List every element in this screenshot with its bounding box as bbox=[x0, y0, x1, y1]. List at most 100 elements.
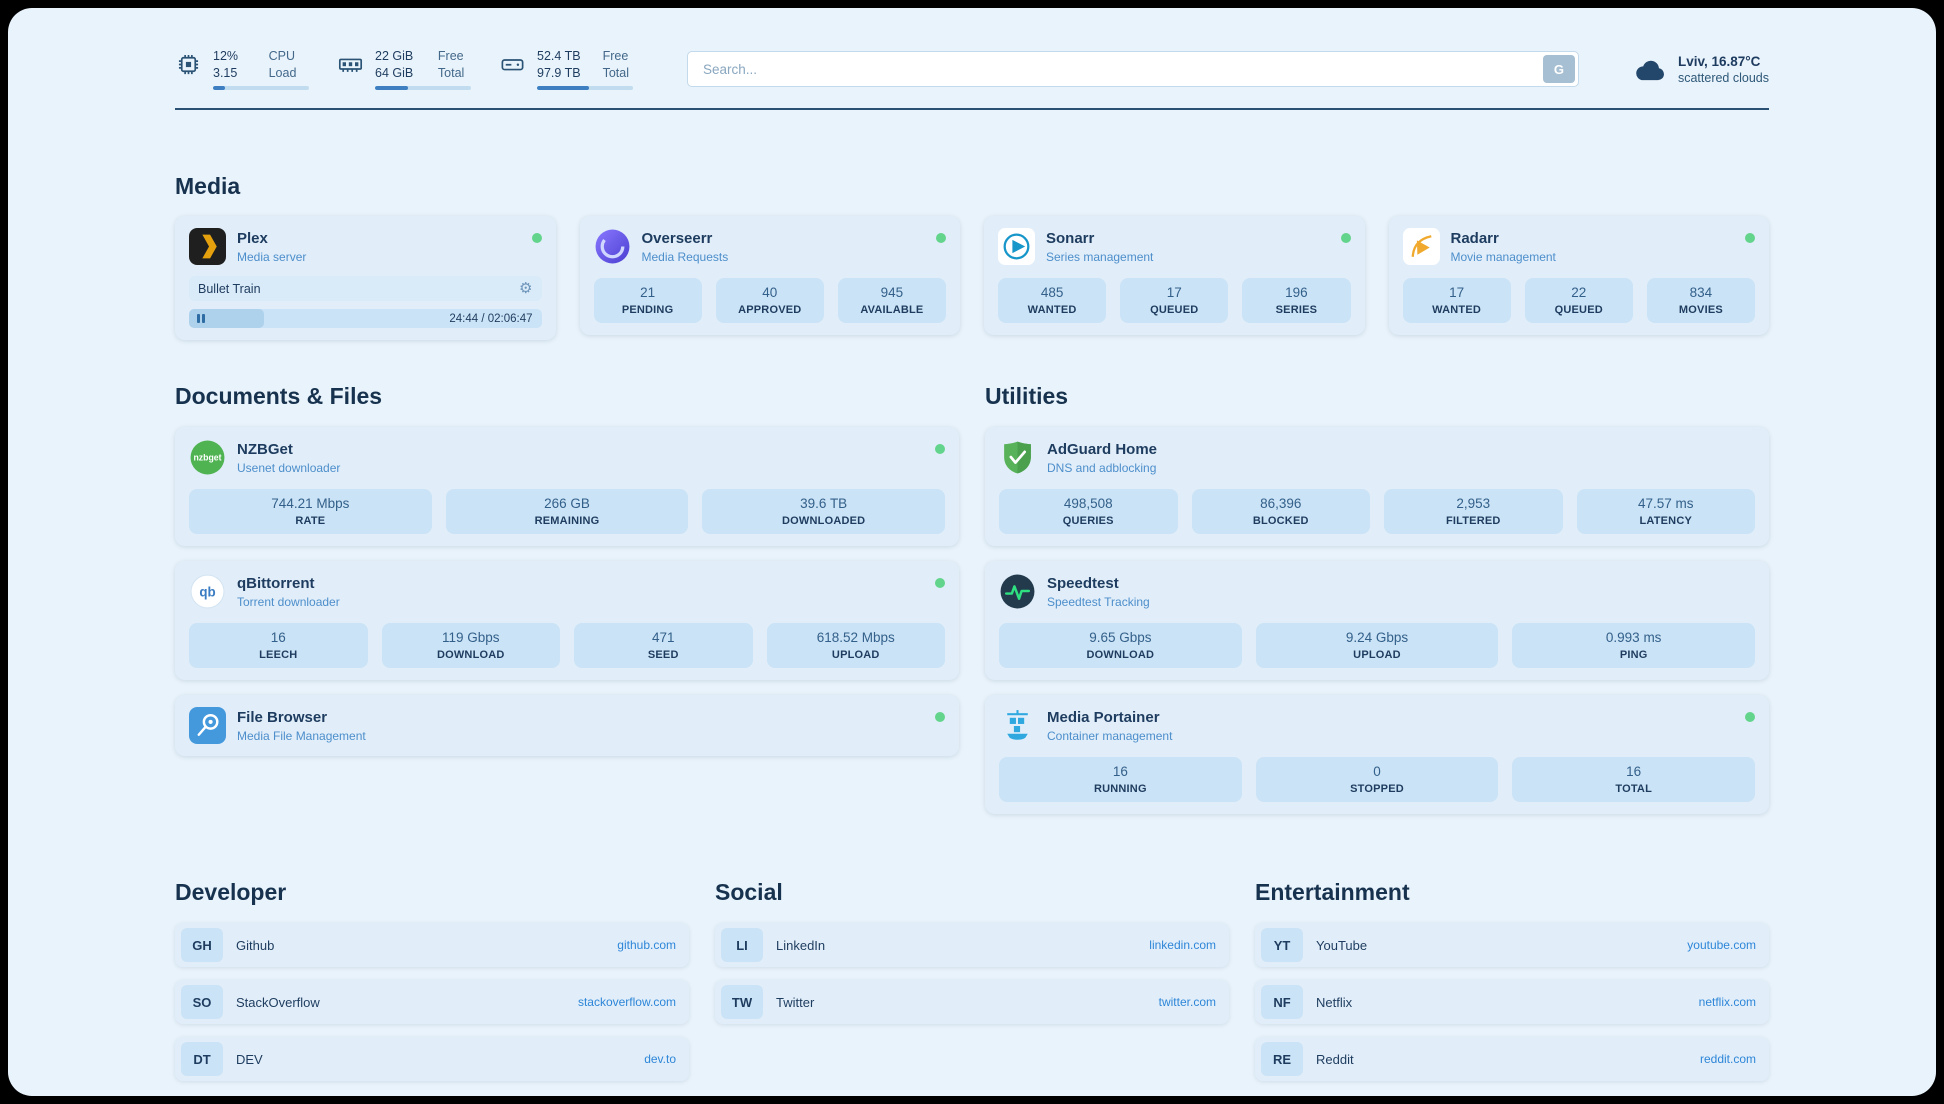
bookmark-row-reddit[interactable]: RE Reddit reddit.com bbox=[1255, 1037, 1769, 1081]
stat-label: WANTED bbox=[1432, 304, 1482, 316]
stat-value: 16 bbox=[1626, 764, 1642, 779]
nzbget-icon: nzbget bbox=[189, 439, 226, 476]
stat-value: 196 bbox=[1285, 285, 1308, 300]
stat-label: WANTED bbox=[1027, 304, 1077, 316]
bookmark-url[interactable]: netflix.com bbox=[1698, 995, 1756, 1009]
stat-box: 17 QUEUED bbox=[1120, 278, 1229, 323]
bookmark-url[interactable]: dev.to bbox=[644, 1052, 676, 1066]
seek-bar[interactable]: 24:44 / 02:06:47 bbox=[189, 309, 542, 328]
status-dot bbox=[935, 444, 945, 454]
app-desc: Usenet downloader bbox=[237, 460, 341, 475]
stat-box: 834 MOVIES bbox=[1646, 278, 1756, 323]
bookmark-row-linkedin[interactable]: LI LinkedIn linkedin.com bbox=[715, 923, 1229, 967]
bookmark-row-twitter[interactable]: TW Twitter twitter.com bbox=[715, 980, 1229, 1024]
bookmark-abbr: TW bbox=[721, 985, 763, 1019]
app-card-speedtest[interactable]: Speedtest Speedtest Tracking 9.65 Gbps D… bbox=[985, 561, 1769, 680]
app-card-radarr[interactable]: Radarr Movie management 17 WANTED 22 QUE… bbox=[1388, 216, 1769, 335]
ram-progress-bar bbox=[375, 86, 471, 90]
stat-label: DOWNLOADED bbox=[782, 515, 866, 527]
stat-box: 196 SERIES bbox=[1242, 278, 1351, 323]
stat-label: TOTAL bbox=[1615, 783, 1652, 795]
svg-text:qb: qb bbox=[199, 585, 215, 600]
bookmark-url[interactable]: twitter.com bbox=[1158, 995, 1216, 1009]
weather-condition: scattered clouds bbox=[1677, 70, 1769, 85]
app-card-adguard[interactable]: AdGuard Home DNS and adblocking 498,508 … bbox=[985, 427, 1769, 546]
stat-box: 266 GB REMAINING bbox=[445, 489, 689, 534]
stat-value: 47.57 ms bbox=[1637, 496, 1694, 511]
adguard-icon bbox=[999, 439, 1036, 476]
status-dot bbox=[1745, 712, 1755, 722]
cpu-icon bbox=[175, 51, 202, 78]
app-desc: Container management bbox=[1047, 728, 1173, 743]
stat-value: 471 bbox=[651, 630, 675, 645]
app-name: NZBGet bbox=[237, 440, 293, 458]
radarr-icon bbox=[1402, 228, 1440, 265]
stat-box: 2,953 FILTERED bbox=[1384, 489, 1563, 534]
stat-value: 16 bbox=[270, 630, 286, 645]
topbar-divider bbox=[175, 108, 1769, 110]
app-card-sonarr[interactable]: Sonarr Series management 485 WANTED 17 Q… bbox=[984, 216, 1365, 335]
stat-label: LATENCY bbox=[1639, 515, 1693, 527]
disk-label-bottom: Total bbox=[602, 66, 629, 80]
stat-label: QUEUED bbox=[1150, 304, 1199, 316]
bookmark-url[interactable]: reddit.com bbox=[1699, 1052, 1756, 1066]
bookmark-url[interactable]: linkedin.com bbox=[1149, 938, 1216, 952]
app-name: Sonarr bbox=[1046, 229, 1095, 247]
sonarr-icon bbox=[998, 228, 1035, 265]
disk-total-value: 97.9 TB bbox=[537, 66, 581, 80]
bookmark-row-github[interactable]: GH Github github.com bbox=[175, 923, 689, 967]
bookmark-url[interactable]: github.com bbox=[617, 938, 676, 952]
bookmark-row-dev[interactable]: DT DEV dev.to bbox=[175, 1037, 689, 1081]
bookmark-url[interactable]: stackoverflow.com bbox=[577, 995, 676, 1009]
app-card-portainer[interactable]: Media Portainer Container management 16 … bbox=[985, 695, 1769, 814]
stat-value: 21 bbox=[640, 285, 656, 300]
bookmark-name: Twitter bbox=[776, 994, 815, 1010]
bookmark-name: Netflix bbox=[1316, 994, 1353, 1010]
section-title-utilities: Utilities bbox=[985, 383, 1069, 409]
bookmark-abbr: YT bbox=[1261, 928, 1303, 962]
stat-box: 17 WANTED bbox=[1402, 278, 1511, 323]
stat-label: APPROVED bbox=[738, 304, 802, 316]
app-card-plex[interactable]: Plex Media server Bullet Train ⚙ bbox=[175, 216, 556, 340]
stat-box: 945 AVAILABLE bbox=[837, 278, 947, 323]
bookmark-name: Reddit bbox=[1316, 1051, 1354, 1067]
search-form: G bbox=[687, 51, 1579, 87]
stat-box: 40 APPROVED bbox=[715, 278, 824, 323]
search-provider-button[interactable]: G bbox=[1542, 55, 1575, 83]
gear-icon[interactable]: ⚙ bbox=[519, 280, 533, 297]
app-name: qBittorrent bbox=[237, 574, 315, 592]
stat-label: SERIES bbox=[1275, 304, 1318, 316]
bookmark-row-youtube[interactable]: YT YouTube youtube.com bbox=[1255, 923, 1769, 967]
bookmark-row-stackoverflow[interactable]: SO StackOverflow stackoverflow.com bbox=[175, 980, 689, 1024]
cloud-icon bbox=[1633, 56, 1667, 82]
pause-icon[interactable] bbox=[197, 314, 200, 323]
stat-box: 0 STOPPED bbox=[1255, 757, 1499, 802]
app-card-qbittorrent[interactable]: qb qBittorrent Torrent downloader 16 LEE… bbox=[175, 561, 959, 680]
ram-free-value: 22 GiB bbox=[375, 49, 414, 63]
bookmark-row-netflix[interactable]: NF Netflix netflix.com bbox=[1255, 980, 1769, 1024]
bookmark-name: StackOverflow bbox=[236, 994, 320, 1010]
status-dot bbox=[936, 233, 946, 243]
bookmark-abbr: SO bbox=[181, 985, 223, 1019]
bookmark-name: LinkedIn bbox=[776, 937, 826, 953]
stat-value: 498,508 bbox=[1063, 496, 1113, 511]
app-card-filebrowser[interactable]: File Browser Media File Management bbox=[175, 695, 959, 756]
app-card-overseerr[interactable]: Overseerr Media Requests 21 PENDING 40 A… bbox=[579, 216, 960, 335]
bookmark-abbr: RE bbox=[1261, 1042, 1303, 1076]
cpu-progress-bar bbox=[213, 86, 309, 90]
app-desc: DNS and adblocking bbox=[1047, 460, 1157, 475]
seek-fill bbox=[189, 309, 264, 328]
bookmark-abbr: NF bbox=[1261, 985, 1303, 1019]
bookmark-abbr: GH bbox=[181, 928, 223, 962]
bookmark-url[interactable]: youtube.com bbox=[1687, 938, 1756, 952]
stat-value: 2,953 bbox=[1456, 496, 1491, 511]
stat-value: 618.52 Mbps bbox=[816, 630, 895, 645]
app-name: Radarr bbox=[1450, 229, 1499, 247]
app-desc: Speedtest Tracking bbox=[1047, 594, 1150, 609]
stat-label: MOVIES bbox=[1678, 304, 1723, 316]
stat-box: 485 WANTED bbox=[998, 278, 1107, 323]
stat-box: 16 RUNNING bbox=[999, 757, 1242, 802]
app-card-nzbget[interactable]: nzbget NZBGet Usenet downloader 744.21 M… bbox=[175, 427, 959, 546]
status-dot bbox=[1745, 233, 1755, 243]
search-input[interactable] bbox=[687, 51, 1579, 87]
